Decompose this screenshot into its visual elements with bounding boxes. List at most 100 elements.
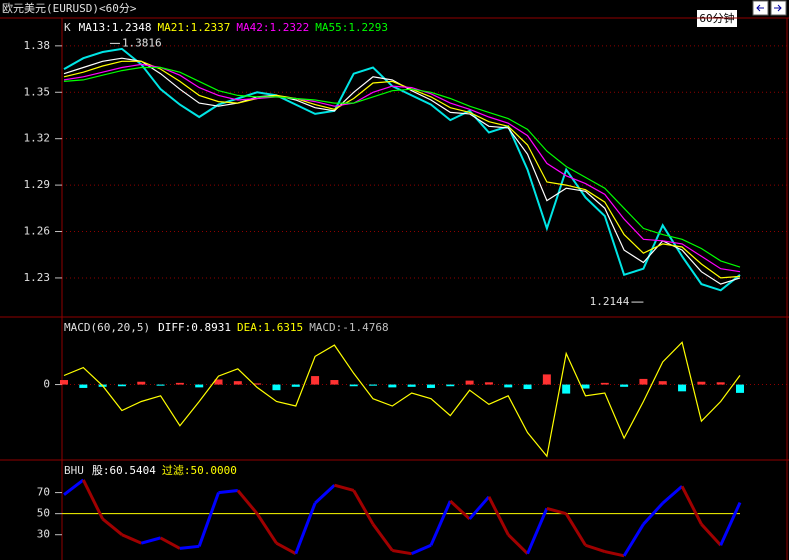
- histogram-bar: [349, 384, 358, 387]
- histogram-bar: [504, 384, 513, 388]
- annotation-label: 1.3816: [122, 36, 162, 49]
- prev-icon: [756, 4, 764, 12]
- legend-entry: MA21:1.2337: [157, 21, 230, 34]
- line-segment: [411, 543, 432, 556]
- line-segment: [294, 502, 317, 555]
- panel-label: MACD(60,20,5): [64, 321, 150, 334]
- line-segment: [468, 495, 491, 520]
- legend-entry: MA55:1.2293: [315, 21, 388, 34]
- line-segment: [604, 550, 625, 558]
- annotation-label: 1.2144: [590, 295, 630, 308]
- histogram-bar: [253, 383, 262, 385]
- histogram-bar: [311, 376, 320, 385]
- histogram-bar: [214, 379, 223, 385]
- histogram-bar: [426, 384, 435, 388]
- line-segment: [429, 500, 452, 546]
- histogram-bar: [523, 384, 532, 390]
- legend-entry: MA42:1.2322: [236, 21, 309, 34]
- line-segment: [179, 544, 200, 550]
- histogram-bar: [446, 384, 455, 387]
- histogram-bar: [562, 384, 571, 394]
- line-segment: [140, 536, 161, 545]
- line-segment: [487, 496, 510, 536]
- line-segment: [159, 536, 181, 550]
- line-segment: [680, 485, 703, 525]
- line-segment: [526, 507, 549, 555]
- legend-entry: DEA:1.6315: [237, 321, 303, 334]
- y-tick-label: 50: [37, 507, 50, 520]
- histogram-bar: [369, 384, 378, 386]
- line-segment: [585, 543, 606, 554]
- histogram-bar: [330, 380, 339, 385]
- histogram-bar: [195, 384, 204, 388]
- line-segment: [334, 483, 355, 492]
- line-segment: [197, 492, 220, 547]
- histogram-bar: [407, 384, 416, 387]
- y-tick-label: 1.32: [24, 132, 51, 145]
- y-tick-label: 1.26: [24, 225, 51, 238]
- line-segment: [507, 533, 529, 555]
- histogram-bar: [620, 384, 629, 387]
- line-segment: [63, 478, 85, 496]
- line-segment: [622, 523, 645, 557]
- series-line: [63, 47, 741, 292]
- line-segment: [449, 499, 471, 521]
- histogram-bar: [658, 381, 667, 385]
- line-segment: [564, 512, 587, 547]
- histogram-bar: [678, 384, 687, 392]
- histogram-bar: [600, 382, 609, 385]
- series-line: [63, 66, 741, 268]
- line-segment: [314, 484, 336, 505]
- line-segment: [371, 523, 394, 552]
- window-title: 欧元美元(EURUSD)<60分>: [2, 2, 137, 15]
- line-segment: [275, 541, 297, 555]
- y-tick-label: 1.29: [24, 178, 51, 191]
- histogram-bar: [175, 382, 184, 385]
- line-segment: [719, 501, 742, 546]
- legend-entry: MA13:1.2348: [79, 21, 152, 34]
- series-line: [63, 341, 741, 458]
- histogram-bar: [736, 384, 744, 393]
- line-segment: [642, 502, 664, 526]
- histogram-bar: [137, 381, 146, 385]
- line-segment: [661, 485, 684, 505]
- histogram-bar: [542, 374, 551, 385]
- line-segment: [352, 489, 375, 525]
- histogram-bar: [233, 381, 242, 385]
- y-tick-label: 30: [37, 528, 50, 541]
- y-tick-label: 1.35: [24, 85, 51, 98]
- line-segment: [546, 506, 567, 516]
- y-tick-label: 1.38: [24, 39, 51, 52]
- line-segment: [81, 479, 104, 520]
- y-tick-label: 1.23: [24, 271, 51, 284]
- legend-entry: MACD:-1.4768: [309, 321, 388, 334]
- series-line: [63, 63, 741, 273]
- series-line: [63, 60, 741, 279]
- y-tick-label: 0: [43, 378, 50, 391]
- histogram-bar: [117, 384, 126, 387]
- histogram-bar: [388, 384, 397, 388]
- histogram-bar: [639, 378, 648, 385]
- histogram-bar: [716, 382, 725, 385]
- line-segment: [700, 523, 722, 547]
- histogram-bar: [60, 380, 68, 385]
- histogram-bar: [272, 384, 281, 391]
- legend-entry: DIFF:0.8931: [158, 321, 231, 334]
- histogram-bar: [697, 381, 706, 385]
- histogram-bar: [581, 384, 590, 389]
- threshold-label: 过滤:50.0000: [162, 464, 237, 477]
- line-segment: [218, 488, 238, 495]
- panel-label: K: [64, 21, 71, 34]
- histogram-bar: [465, 380, 474, 385]
- histogram-bar: [156, 384, 165, 386]
- histogram-bar: [291, 384, 300, 387]
- line-segment: [101, 517, 123, 536]
- line-segment: [121, 533, 142, 545]
- line-segment: [255, 512, 278, 544]
- next-icon: [774, 4, 782, 12]
- line-segment: [236, 489, 259, 515]
- histogram-bar: [484, 382, 493, 385]
- legend-entry: 股:60.5404: [92, 464, 156, 477]
